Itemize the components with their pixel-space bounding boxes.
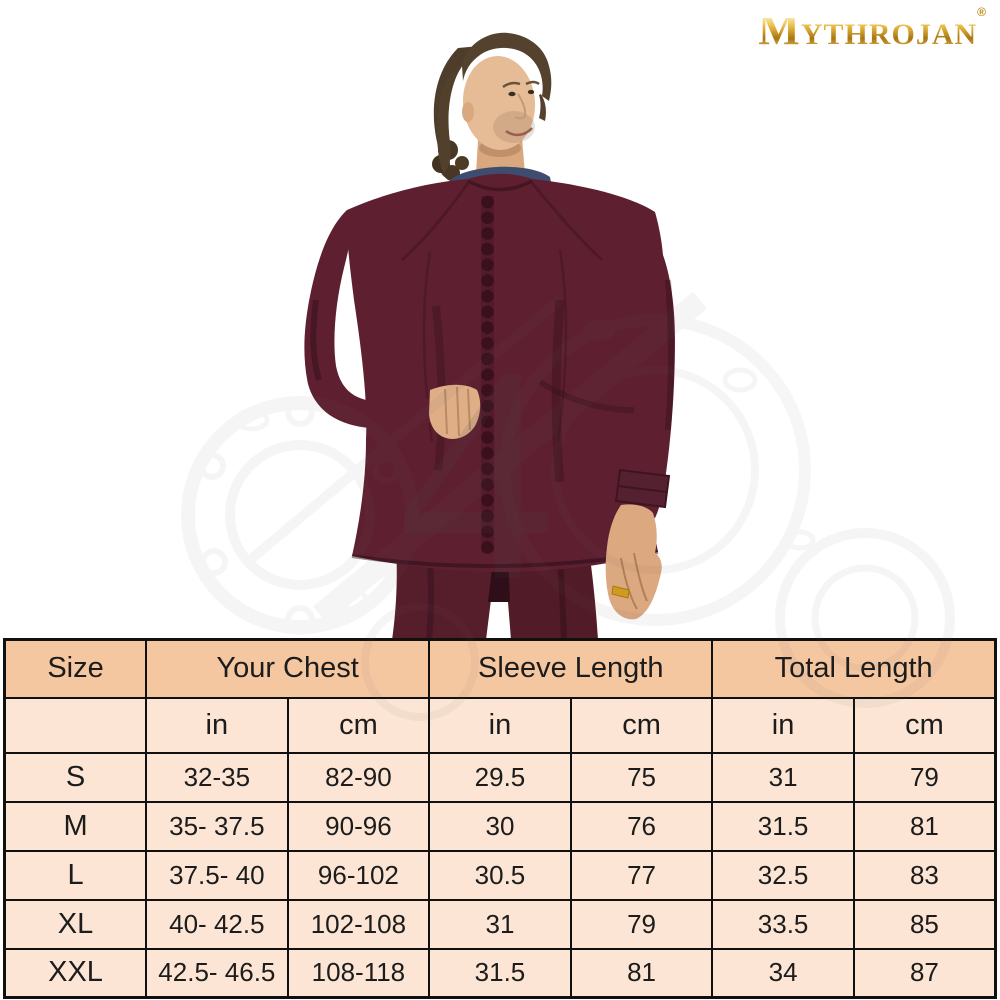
value-cell: 32-35 <box>145 751 289 803</box>
size-cell: M <box>3 800 148 852</box>
header-size: Size <box>3 638 148 699</box>
right-arm <box>614 208 675 518</box>
unit-cell: in <box>145 696 289 754</box>
value-cell: 82-90 <box>286 751 431 803</box>
value-cell: 42.5- 46.5 <box>145 947 289 999</box>
table-row: L 37.5- 40 96-102 30.5 77 32.5 83 <box>3 849 997 901</box>
brand-rest: YTHROJAN <box>800 18 978 51</box>
nose <box>514 93 527 120</box>
gold-ring <box>611 585 630 599</box>
value-cell: 87 <box>852 947 997 999</box>
value-cell: 79 <box>569 898 714 950</box>
unit-cell: cm <box>286 696 431 754</box>
value-cell: 90-96 <box>286 800 431 852</box>
smile <box>505 127 533 137</box>
unit-cell: in <box>428 696 572 754</box>
unit-cell <box>3 696 148 754</box>
left-arm <box>304 210 441 429</box>
value-cell: 108-118 <box>286 947 431 999</box>
value-cell: 35- 37.5 <box>145 800 289 852</box>
value-cell: 37.5- 40 <box>145 849 289 901</box>
face <box>462 56 540 150</box>
value-cell: 79 <box>852 751 997 803</box>
value-cell: 31.5 <box>428 947 572 999</box>
value-cell: 102-108 <box>286 898 431 950</box>
jacket-buttons <box>481 195 494 554</box>
eyebrow-right <box>525 80 540 86</box>
size-cell: S <box>3 751 148 803</box>
value-cell: 85 <box>852 898 997 950</box>
value-cell: 81 <box>569 947 714 999</box>
value-cell: 31 <box>711 751 855 803</box>
value-cell: 81 <box>852 800 997 852</box>
brand-initial: M <box>758 5 801 54</box>
value-cell: 75 <box>569 751 714 803</box>
man-figure <box>304 32 675 641</box>
neckline-seam <box>467 179 533 192</box>
eye-left <box>508 91 516 97</box>
size-cell: L <box>3 849 148 901</box>
value-cell: 30 <box>428 800 572 852</box>
jacket <box>346 173 664 572</box>
value-cell: 40- 42.5 <box>145 898 289 950</box>
header-total-length: Total Length <box>711 638 997 699</box>
eyebrow-left <box>502 81 521 89</box>
value-cell: 76 <box>569 800 714 852</box>
header-sleeve-length: Sleeve Length <box>428 638 714 699</box>
header-your-chest: Your Chest <box>145 638 431 699</box>
value-cell: 77 <box>569 849 714 901</box>
table-unit-row: in cm in cm in cm <box>3 696 997 754</box>
table-row: S 32-35 82-90 29.5 75 31 79 <box>3 751 997 803</box>
left-hand <box>429 384 481 439</box>
value-cell: 33.5 <box>711 898 855 950</box>
table-row: XL 40- 42.5 102-108 31 79 33.5 85 <box>3 898 997 950</box>
registered-trademark-icon: ® <box>977 5 986 19</box>
size-chart: Size Your Chest Sleeve Length Total Leng… <box>3 638 997 999</box>
unit-cell: in <box>711 696 855 754</box>
unit-cell: cm <box>852 696 997 754</box>
stubble <box>493 111 535 143</box>
value-cell: 31 <box>428 898 572 950</box>
brand-name: MYTHROJAN <box>758 18 977 51</box>
value-cell: 31.5 <box>711 800 855 852</box>
value-cell: 30.5 <box>428 849 572 901</box>
size-cell: XXL <box>3 947 148 999</box>
brand-logo: MYTHROJAN® <box>758 5 986 52</box>
hair-front <box>437 32 552 173</box>
right-hand <box>605 504 662 620</box>
value-cell: 29.5 <box>428 751 572 803</box>
table-row: XXL 42.5- 46.5 108-118 31.5 81 34 87 <box>3 947 997 999</box>
value-cell: 34 <box>711 947 855 999</box>
eye-right <box>527 89 535 95</box>
table-header-row: Size Your Chest Sleeve Length Total Leng… <box>3 638 997 699</box>
value-cell: 83 <box>852 849 997 901</box>
size-cell: XL <box>3 898 148 950</box>
value-cell: 96-102 <box>286 849 431 901</box>
table-row: M 35- 37.5 90-96 30 76 31.5 81 <box>3 800 997 852</box>
value-cell: 32.5 <box>711 849 855 901</box>
unit-cell: cm <box>569 696 714 754</box>
